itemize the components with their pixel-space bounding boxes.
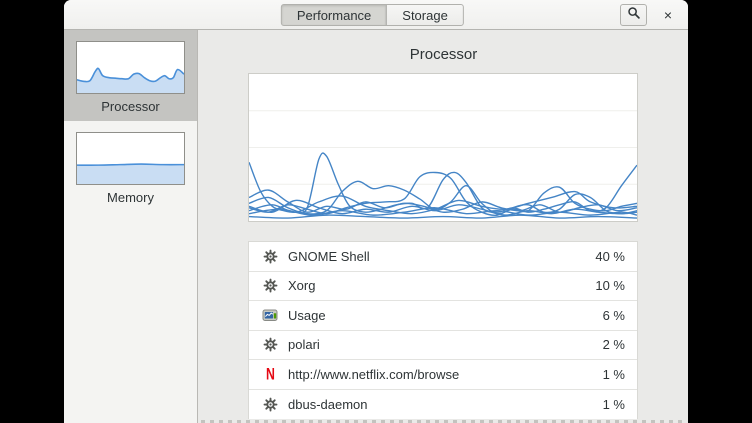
tab-storage[interactable]: Storage: [386, 4, 464, 26]
memory-mini-chart: [76, 132, 185, 185]
tab-performance[interactable]: Performance: [280, 4, 388, 26]
process-row[interactable]: Xorg 10 %: [249, 271, 637, 301]
cpu-history-chart: [248, 73, 638, 222]
main-panel: Processor GNOME Shell 40 % Xorg 10 % Usa…: [199, 30, 688, 423]
process-list: GNOME Shell 40 % Xorg 10 % Usage 6 % pol…: [248, 241, 638, 419]
search-icon: [627, 6, 641, 25]
usage-app-icon: [262, 307, 278, 323]
process-row[interactable]: dbus-daemon 1 %: [249, 389, 637, 419]
netflix-icon: N: [265, 364, 275, 384]
headerbar: Performance Storage ×: [64, 0, 688, 30]
sidebar-item-label: Processor: [101, 99, 160, 114]
process-usage: 2 %: [602, 337, 625, 353]
close-icon: ×: [663, 7, 673, 23]
search-button[interactable]: [620, 4, 647, 26]
view-switcher: Performance Storage: [280, 4, 464, 26]
sidebar: Processor Memory: [64, 30, 198, 423]
process-usage: 40 %: [595, 248, 625, 264]
scroll-undershoot-indicator: [201, 420, 686, 423]
process-row[interactable]: Usage 6 %: [249, 301, 637, 331]
executable-gear-icon: [262, 396, 278, 412]
process-name: Xorg: [288, 278, 316, 294]
sidebar-item-processor[interactable]: Processor: [64, 30, 197, 121]
process-name: dbus-daemon: [288, 396, 368, 412]
process-name: Usage: [288, 307, 326, 323]
executable-gear-icon: [262, 337, 278, 353]
process-usage: 1 %: [602, 366, 625, 382]
usage-app-window: Performance Storage × Processor: [64, 0, 688, 423]
close-button[interactable]: ×: [656, 4, 680, 26]
sidebar-item-label: Memory: [107, 190, 154, 205]
process-name: GNOME Shell: [288, 248, 370, 264]
process-row[interactable]: GNOME Shell 40 %: [249, 242, 637, 272]
executable-gear-icon: [262, 248, 278, 264]
page-title: Processor: [409, 46, 478, 63]
process-row[interactable]: N http://www.netflix.com/browse 1 %: [249, 360, 637, 390]
process-usage: 6 %: [602, 307, 625, 323]
process-name: polari: [288, 337, 320, 353]
process-name: http://www.netflix.com/browse: [288, 366, 460, 382]
executable-gear-icon: [262, 278, 278, 294]
process-usage: 10 %: [595, 278, 625, 294]
sidebar-item-memory[interactable]: Memory: [64, 121, 197, 212]
processor-mini-chart: [76, 41, 185, 94]
process-usage: 1 %: [602, 396, 625, 412]
process-row[interactable]: polari 2 %: [249, 330, 637, 360]
